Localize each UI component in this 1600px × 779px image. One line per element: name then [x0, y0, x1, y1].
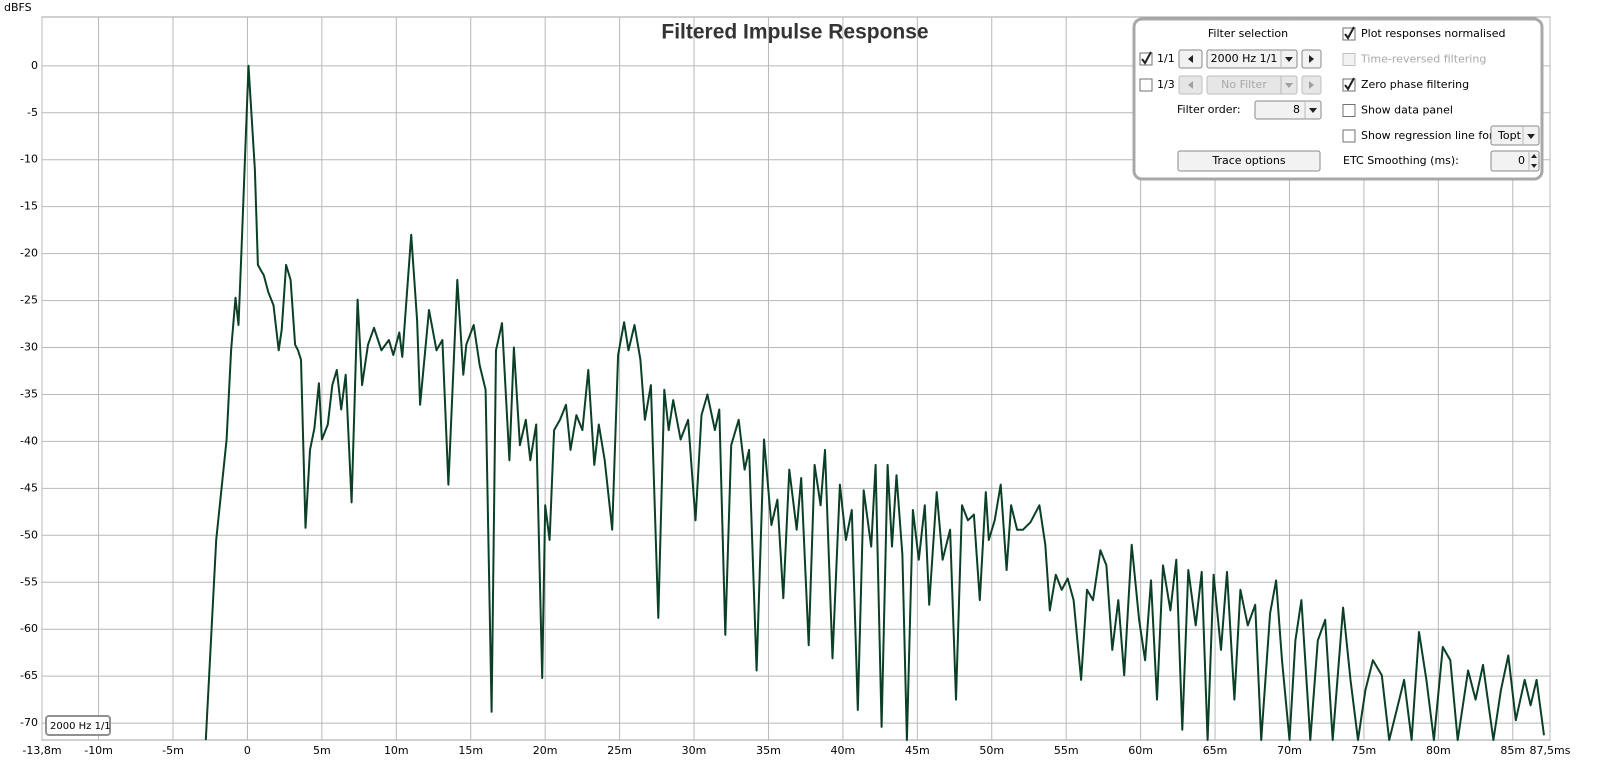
field-label: ETC Smoothing (ms): — [1343, 154, 1459, 167]
trace-options-button[interactable] — [1177, 150, 1321, 172]
select-value: 2000 Hz 1/1 — [1211, 52, 1278, 65]
arrow-icon — [1285, 57, 1293, 62]
x-tick-label: 40m — [831, 744, 856, 757]
option-checkbox[interactable] — [1342, 77, 1356, 92]
x-tick-label: -10m — [84, 744, 113, 757]
option-checkbox — [1342, 53, 1356, 66]
option-label: Show data panel — [1361, 104, 1453, 117]
x-tick-label: 75m — [1352, 744, 1377, 757]
checkbox[interactable] — [1342, 129, 1356, 143]
x-tick-label: 30m — [682, 744, 707, 757]
etc-spinner[interactable] — [1490, 150, 1540, 172]
y-tick-label: -65 — [20, 669, 38, 682]
x-tick-label: 70m — [1277, 744, 1302, 757]
arrow-icon — [1309, 81, 1314, 89]
y-tick-label: 0 — [31, 59, 38, 72]
arrow-icon — [1309, 108, 1317, 113]
arrow-icon — [1531, 154, 1537, 158]
x-tick-label: 80m — [1426, 744, 1451, 757]
filter-checkbox[interactable] — [1139, 51, 1153, 66]
select-value: No Filter — [1221, 78, 1267, 91]
chart-title: Filtered Impulse Response — [661, 21, 928, 44]
x-tick-label: 0 — [244, 744, 251, 757]
legend-label: 2000 Hz 1/1 — [50, 721, 111, 732]
option-label: Show regression line for: — [1361, 129, 1497, 142]
x-tick-label: 35m — [756, 744, 781, 757]
button-label: Trace options — [1211, 154, 1285, 167]
checkbox[interactable] — [1139, 78, 1153, 92]
option-checkbox[interactable] — [1342, 104, 1356, 117]
check-mark — [1344, 77, 1355, 91]
check-mark — [1344, 26, 1355, 40]
x-tick-label: 15m — [458, 744, 483, 757]
arrow-icon — [1309, 55, 1314, 63]
y-tick-label: -20 — [20, 247, 38, 260]
spinner-value: 0 — [1518, 154, 1525, 167]
option-label: Plot responses normalised — [1361, 27, 1506, 40]
x-tick-label: 5m — [313, 744, 331, 757]
y-tick-label: -70 — [20, 716, 38, 729]
x-tick-label: 65m — [1203, 744, 1228, 757]
y-tick-label: -5 — [27, 106, 38, 119]
y-tick-label: -10 — [20, 153, 38, 166]
regression-select[interactable] — [1490, 125, 1540, 146]
y-tick-label: -60 — [20, 622, 38, 635]
x-tick-label: -13,8m — [22, 744, 61, 757]
option-checkbox[interactable] — [1342, 129, 1356, 143]
option-label: Time-reversed filtering — [1360, 53, 1486, 66]
arrow-icon — [1531, 164, 1537, 168]
check-mark — [1141, 51, 1152, 65]
arrow-icon — [1527, 134, 1535, 139]
y-tick-label: -30 — [20, 341, 38, 354]
option-label: Zero phase filtering — [1361, 78, 1469, 91]
filter-checkbox[interactable] — [1139, 78, 1153, 92]
x-tick-label: 10m — [384, 744, 409, 757]
filter-select[interactable] — [1206, 49, 1298, 69]
y-tick-label: -15 — [20, 200, 38, 213]
arrow-icon — [1188, 55, 1193, 63]
x-tick-label: 25m — [607, 744, 632, 757]
arrow-icon — [1285, 83, 1293, 88]
y-tick-label: -40 — [20, 434, 38, 447]
field-label: Filter order: — [1177, 103, 1241, 116]
filter-select — [1206, 75, 1298, 95]
y-tick-label: -45 — [20, 481, 38, 494]
legend-box — [45, 715, 111, 736]
arrow-icon — [1188, 81, 1193, 89]
checkbox-label: 1/1 — [1157, 52, 1175, 65]
x-tick-label: 85m — [1500, 744, 1525, 757]
y-axis-label: dBFS — [4, 1, 32, 14]
y-tick-label: -35 — [20, 387, 38, 400]
y-tick-label: -50 — [20, 528, 38, 541]
x-tick-label: 45m — [905, 744, 930, 757]
x-tick-label: 60m — [1128, 744, 1153, 757]
x-tick-label: -5m — [162, 744, 184, 757]
series-line — [204, 64, 1545, 741]
checkbox-label: 1/3 — [1157, 78, 1175, 91]
x-tick-label: 20m — [533, 744, 558, 757]
y-tick-label: -55 — [20, 575, 38, 588]
option-checkbox[interactable] — [1342, 26, 1356, 41]
select-value: Topt — [1497, 129, 1522, 142]
x-tick-label: 50m — [979, 744, 1004, 757]
x-tick-label: 87,5ms — [1530, 744, 1571, 757]
y-tick-label: -25 — [20, 294, 38, 307]
panel-heading: Filter selection — [1208, 27, 1288, 40]
select-value: 8 — [1293, 103, 1300, 116]
checkbox[interactable] — [1342, 104, 1356, 117]
checkbox — [1342, 53, 1356, 66]
x-tick-label: 55m — [1054, 744, 1079, 757]
